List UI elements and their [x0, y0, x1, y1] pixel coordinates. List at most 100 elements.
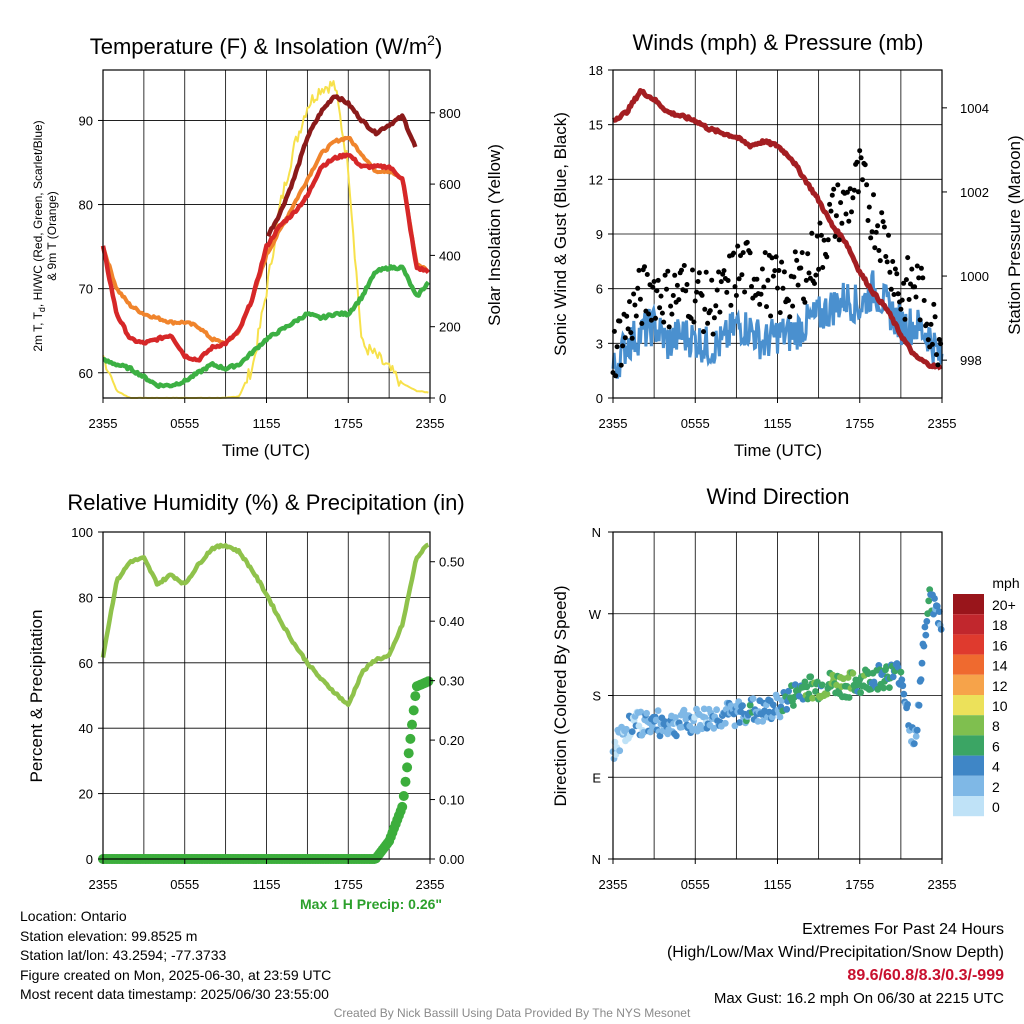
wind-direction-point [931, 595, 938, 602]
speed-legend-swatch [953, 735, 984, 756]
y2-tick-label: 0.40 [439, 614, 464, 629]
gust-point [818, 232, 824, 238]
y2-tick-label: 400 [439, 248, 461, 263]
gust-point [898, 306, 904, 312]
x-tick-label: 1155 [253, 877, 281, 892]
gust-point [664, 286, 669, 292]
gust-point [731, 250, 737, 256]
gust-point [909, 266, 915, 272]
speed-legend-label: 12 [992, 678, 1008, 694]
wind-direction-point [746, 701, 754, 709]
gust-point [883, 254, 889, 259]
gust-point [873, 229, 879, 235]
gust-point [713, 303, 719, 309]
wind-direction-point [904, 701, 911, 708]
wind-direction-point [701, 714, 709, 721]
gust-point [764, 304, 769, 310]
gust-point [936, 337, 942, 342]
gust-point [639, 321, 645, 326]
wind-direction-point [812, 688, 819, 695]
gust-point [829, 192, 835, 198]
pressure-y2label: Station Pressure (Maroon) [1005, 135, 1024, 334]
gust-point [844, 189, 850, 195]
gust-point [699, 292, 705, 298]
wind-direction-point [849, 669, 857, 677]
gust-point [690, 267, 695, 273]
speed-legend-label: 2 [992, 779, 1000, 795]
wind-direction-point [731, 722, 739, 730]
humidity-panel: Relative Humidity (%) & Precipitation (i… [27, 490, 465, 892]
wind-direction-point [648, 723, 656, 731]
gust-point [790, 303, 796, 309]
gust-point [681, 263, 687, 268]
y2-tick-label: 0.30 [439, 674, 464, 689]
y-tick-label: 12 [589, 172, 603, 187]
wind-direction-point [623, 725, 630, 733]
gust-point [773, 254, 779, 260]
x-tick-label: 2355 [928, 877, 957, 892]
gust-point [632, 302, 638, 308]
wind-direction-title: Wind Direction [706, 484, 849, 509]
speed-legend-label: 0 [992, 799, 1000, 815]
gust-point [747, 250, 753, 256]
gust-point [635, 285, 641, 291]
y2-tick-label: 200 [439, 320, 461, 335]
speed-legend-label: 6 [992, 738, 1000, 754]
wind-direction-point [721, 719, 729, 727]
max-gust: Max Gust: 16.2 mph On 06/30 at 2215 UTC [713, 990, 1004, 1007]
gust-point [917, 317, 923, 323]
x-tick-label: 2355 [599, 877, 628, 892]
gust-point [702, 306, 708, 312]
wind-direction-point [790, 702, 797, 709]
speed-legend-swatch [953, 755, 984, 776]
temp-series-line [100, 152, 431, 363]
gust-point [648, 317, 654, 323]
gust-point [814, 233, 820, 239]
y-tick-label: 100 [71, 525, 93, 540]
gust-point [716, 269, 722, 275]
wind-direction-point [652, 716, 660, 724]
wind-direction-point [925, 597, 933, 605]
gust-point [768, 313, 774, 319]
gust-point [758, 291, 764, 297]
gust-point [628, 330, 634, 336]
gust-point [880, 219, 886, 225]
wind-direction-point [647, 728, 654, 736]
gust-point [846, 218, 852, 224]
wind-direction-point [823, 690, 831, 698]
x-tick-label: 1755 [845, 877, 874, 892]
x-tick-label: 2355 [416, 416, 445, 431]
gust-point [759, 266, 765, 272]
speed-legend-label: 20+ [992, 597, 1016, 613]
gust-point [662, 272, 668, 278]
y-tick-label: 40 [79, 721, 93, 736]
x-tick-label: 0555 [170, 877, 199, 892]
gust-point [710, 331, 716, 337]
gust-point [772, 268, 778, 274]
figure-created: Figure created on Mon, 2025-06-30, at 23… [20, 966, 332, 983]
y2-tick-label: 1004 [960, 101, 989, 116]
gust-point [744, 239, 750, 245]
wind-direction-point [874, 685, 882, 693]
gust-point [620, 343, 626, 349]
speed-legend-swatch [953, 695, 984, 716]
wind-direction-point [898, 676, 906, 684]
gust-point [901, 280, 907, 286]
precip-point [408, 705, 419, 716]
gust-point [932, 314, 938, 320]
gust-point [836, 237, 842, 243]
y-tick-label: 0 [86, 852, 93, 867]
y2-tick-label: 1000 [960, 269, 989, 284]
precip-point [410, 691, 421, 702]
wind-direction-point [654, 707, 662, 714]
gust-point [903, 277, 909, 283]
gust-point [780, 285, 786, 291]
wind-direction-point [937, 626, 945, 633]
gust-point [674, 282, 680, 288]
temperature-panel: Temperature (F) & Insolation (W/m2) 2355… [31, 32, 504, 460]
y2-tick-label: 0.00 [439, 852, 464, 867]
gust-point [924, 321, 930, 327]
gust-point [757, 301, 763, 307]
winds-ylabel: Sonic Wind & Gust (Blue, Black) [551, 112, 570, 356]
extremes-title: Extremes For Past 24 Hours [802, 921, 1004, 938]
